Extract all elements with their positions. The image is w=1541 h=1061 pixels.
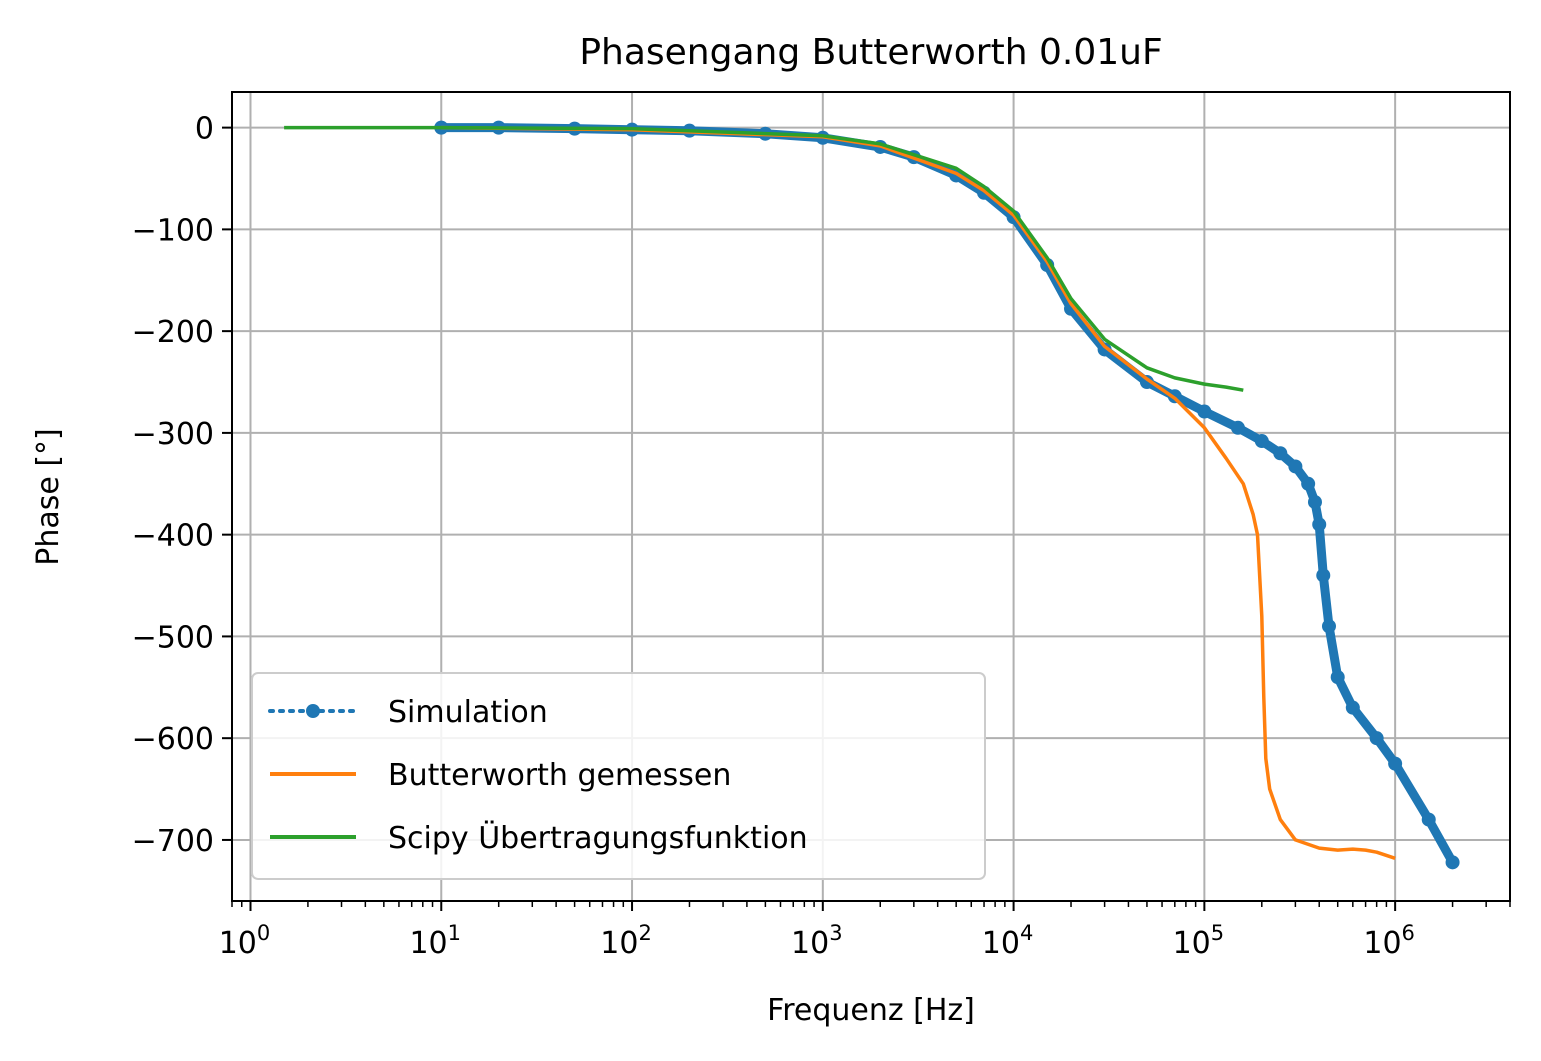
y-tick-label: −700 (132, 824, 214, 859)
y-tick-label: −400 (132, 519, 214, 554)
y-tick-label: −600 (132, 722, 214, 757)
legend-label: Simulation (388, 695, 548, 730)
y-tick-label: −200 (132, 315, 214, 350)
x-tick-label: 105 (1173, 921, 1225, 961)
series-layer (284, 120, 1460, 870)
series-0-point (1369, 731, 1384, 746)
series-0-point (1330, 670, 1345, 685)
plot-frame (231, 91, 1511, 902)
x-tick-label: 104 (982, 921, 1034, 961)
series-0-point (1445, 855, 1460, 870)
series-0-point (1097, 342, 1112, 357)
series-1-line (441, 125, 1396, 860)
series-0-point (1288, 459, 1303, 474)
series-0-point (1301, 476, 1316, 491)
y-tick-label: −300 (132, 417, 214, 452)
y-tick-label: −100 (132, 213, 214, 248)
series-0-point (1388, 756, 1403, 771)
series-0-point (1321, 619, 1336, 634)
x-axis-label: Frequenz [Hz] (767, 993, 975, 1028)
ticks: 100 101 102 103 104 105 106 0 −100 −200 −300 −400 −5… (132, 112, 1511, 961)
x-tick-label: 103 (791, 921, 843, 961)
x-tick-label: 101 (409, 921, 461, 961)
series-0-point (1197, 404, 1212, 419)
series-0-point (1312, 517, 1327, 532)
x-tick-label: 106 (1363, 921, 1415, 961)
y-axis-label: Phase [°] (31, 428, 66, 566)
series-0-point (1307, 495, 1322, 510)
legend-marker (306, 704, 320, 718)
legend: Simulation Butterworth gemessen Scipy Über… (251, 672, 986, 880)
y-tick-label: 0 (195, 112, 214, 147)
x-tick-label: 100 (219, 921, 271, 961)
chart-title: Phasengang Butterworth 0.01uF (579, 32, 1162, 73)
series-0-point (1230, 420, 1245, 435)
legend-label: Scipy Übertragungsfunktion (388, 820, 808, 856)
series-0-point (1345, 700, 1360, 715)
series-0-point (1421, 812, 1436, 827)
series-0-point (1254, 434, 1269, 449)
legend-label: Butterworth gemessen (388, 758, 731, 793)
series-2-line (284, 125, 1244, 392)
legend-box (251, 672, 986, 880)
x-tick-label: 102 (600, 921, 652, 961)
series-0-point (1316, 568, 1331, 583)
series-0-point (1273, 446, 1288, 461)
y-tick-label: −500 (132, 620, 214, 655)
